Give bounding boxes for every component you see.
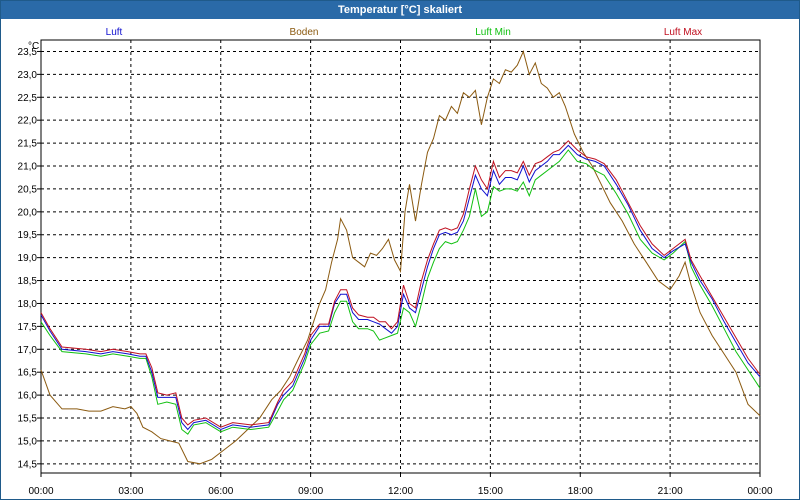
y-tick-label: 21,5 <box>18 139 38 150</box>
y-tick-label: 17,0 <box>18 345 38 356</box>
y-tick-label: 17,5 <box>18 322 38 333</box>
y-tick-label: 19,0 <box>18 253 38 264</box>
x-tick-time: 03:00 <box>118 486 143 497</box>
y-tick-label: 20,5 <box>18 184 38 195</box>
series-line-luft <box>40 144 761 431</box>
y-tick-label: 18,5 <box>18 276 38 287</box>
y-tick-label: 22,0 <box>18 116 38 127</box>
y-tick-label: 16,0 <box>18 391 38 402</box>
y-axis: 14,5 15,0 15,5 16,0 16,5 17,0 17,5 18,0 18,5 19,0… <box>18 47 41 470</box>
legend-boden: Boden <box>290 27 319 38</box>
temperature-chart: Luft Boden Luft Min Luft Max °C 14,5 15,0… <box>18 27 773 497</box>
y-tick-label: 22,5 <box>18 93 38 104</box>
x-tick-time: 15:00 <box>478 486 503 497</box>
y-tick-label: 15,0 <box>18 436 38 447</box>
x-tick-time: 12:00 <box>388 486 413 497</box>
grid <box>41 40 760 473</box>
y-tick-label: 20,0 <box>18 207 38 218</box>
y-tick-label: 16,5 <box>18 368 38 379</box>
x-tick-time: 21:00 <box>658 486 683 497</box>
legend-luft-min: Luft Min <box>475 27 511 38</box>
y-tick-label: 23,0 <box>18 70 38 81</box>
x-tick-time: 00:00 <box>747 486 772 497</box>
y-tick-label: 14,5 <box>18 459 38 470</box>
x-tick-time: 18:00 <box>568 486 593 497</box>
legend-luft: Luft <box>106 27 123 38</box>
series-line-luft-min <box>40 149 761 435</box>
y-tick-label: 21,0 <box>18 162 38 173</box>
window-title: Temperatur [°C] skaliert <box>1 1 799 19</box>
x-tick-time: 06:00 <box>208 486 233 497</box>
series-line-luft-max <box>40 140 761 428</box>
x-tick-time: 09:00 <box>298 486 323 497</box>
y-tick-label: 19,5 <box>18 230 38 241</box>
y-tick-label: 18,0 <box>18 299 38 310</box>
y-axis-unit: °C <box>28 41 39 52</box>
x-tick-time: 00:00 <box>28 486 53 497</box>
y-tick-label: 23,5 <box>18 47 38 58</box>
y-tick-label: 15,5 <box>18 414 38 425</box>
legend-luft-max: Luft Max <box>664 27 702 38</box>
legend: Luft Boden Luft Min Luft Max <box>106 27 703 38</box>
series-lines <box>40 49 761 465</box>
x-axis: 00:0022.05.2303:0022.05.2306:0022.05.230… <box>28 473 773 497</box>
series-line-boden <box>40 49 761 465</box>
